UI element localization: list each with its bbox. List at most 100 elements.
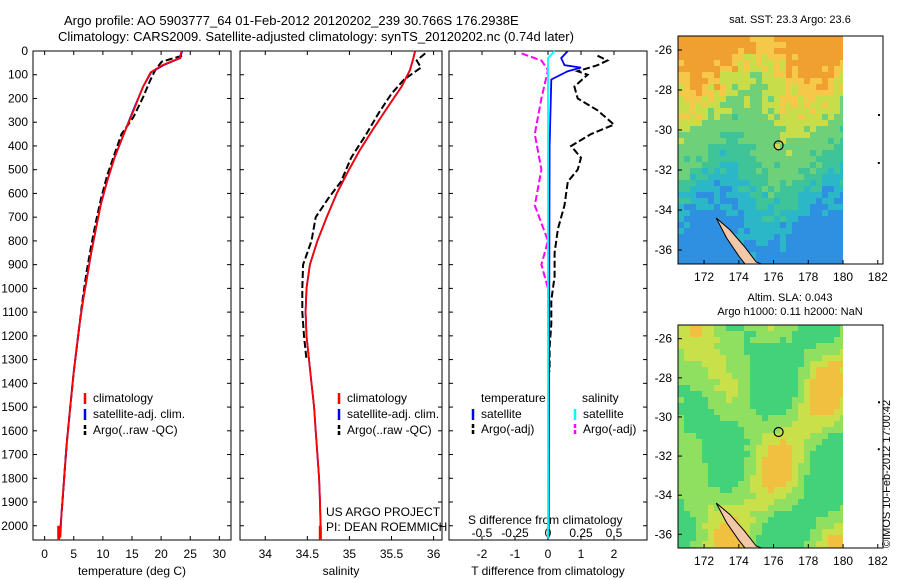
- map-cell: [840, 132, 844, 139]
- map-cell: [690, 499, 697, 506]
- map-cell: [732, 150, 739, 157]
- map-cell: [684, 186, 691, 193]
- map-cell: [708, 541, 715, 548]
- map-cell: [822, 36, 829, 43]
- map-cell: [732, 114, 739, 121]
- map-cell: [774, 331, 781, 338]
- map-cell: [780, 258, 787, 264]
- map-cell: [786, 204, 793, 211]
- map-cell: [678, 427, 685, 434]
- map-cell: [744, 102, 751, 109]
- map-cell: [768, 102, 775, 109]
- map-cell: [684, 391, 691, 398]
- map-cell: [678, 529, 685, 536]
- map-cell: [816, 391, 823, 398]
- map-cell: [798, 499, 805, 506]
- map-cell: [786, 114, 793, 121]
- map-cell: [834, 138, 841, 145]
- map-cell: [708, 174, 715, 181]
- map-cell: [762, 228, 769, 235]
- map-cell: [816, 48, 823, 55]
- map-cell: [732, 102, 739, 109]
- map-cell: [840, 72, 844, 79]
- map-cell: [804, 379, 811, 386]
- map-cell: [792, 529, 799, 536]
- map-cell: [726, 210, 733, 217]
- map-cell: [702, 439, 709, 446]
- map-cell: [738, 541, 745, 548]
- map-cell: [744, 246, 751, 253]
- map-cell: [834, 192, 841, 199]
- map-cell: [804, 337, 811, 344]
- map-cell: [720, 150, 727, 157]
- map-cell: [702, 246, 709, 253]
- map-cell: [720, 361, 727, 368]
- map-cell: [684, 42, 691, 49]
- map-cell: [828, 451, 835, 458]
- map-cell: [816, 66, 823, 73]
- map-cell: [822, 487, 829, 494]
- map-cell: [702, 487, 709, 494]
- map-cell: [732, 493, 739, 500]
- map-cell: [732, 96, 739, 103]
- climatology-bottom-marker: [57, 525, 61, 540]
- map-cell: [768, 493, 775, 500]
- map-cell: [720, 505, 727, 512]
- map-cell: [720, 469, 727, 476]
- map-cell: [798, 355, 805, 362]
- map-cell: [768, 222, 775, 229]
- map-cell: [732, 54, 739, 61]
- map-cell: [804, 132, 811, 139]
- map-cell: [756, 427, 763, 434]
- map-cell: [738, 397, 745, 404]
- map-cell: [804, 487, 811, 494]
- map-cell: [810, 114, 817, 121]
- map-cell: [828, 120, 835, 127]
- map-cell: [708, 102, 715, 109]
- map-cell: [708, 385, 715, 392]
- map-cell: [768, 427, 775, 434]
- map-cell: [780, 487, 787, 494]
- map-cell: [834, 96, 841, 103]
- series-line-climatology: [304, 50, 416, 538]
- map-cell: [768, 126, 775, 133]
- map-cell: [804, 72, 811, 79]
- map-cell: [816, 126, 823, 133]
- map-cell: [768, 108, 775, 115]
- legend-label: climatology: [93, 391, 153, 405]
- map-cell: [696, 445, 703, 452]
- map-cell: [756, 138, 763, 145]
- map-cell: [774, 523, 781, 530]
- map-cell: [774, 439, 781, 446]
- map-cell: [828, 210, 835, 217]
- map-cell: [744, 355, 751, 362]
- map-cell: [840, 379, 844, 386]
- map-cell: [732, 373, 739, 380]
- map-cell: [684, 541, 691, 548]
- map-cell: [792, 397, 799, 404]
- map-cell: [780, 156, 787, 163]
- header-line-2: Climatology: CARS2009. Satellite-adjuste…: [58, 29, 574, 44]
- map-cell: [822, 240, 829, 247]
- map-cell: [738, 174, 745, 181]
- map-cell: [828, 96, 835, 103]
- map-cell: [762, 240, 769, 247]
- map-cell: [834, 42, 841, 49]
- map-cell: [696, 72, 703, 79]
- map-cell: [756, 252, 763, 259]
- map-cell: [780, 475, 787, 482]
- map-cell: [678, 150, 685, 157]
- map-cell: [678, 162, 685, 169]
- map-cell: [792, 373, 799, 380]
- map-cell: [792, 337, 799, 344]
- map-cell: [762, 234, 769, 241]
- map-cell: [768, 403, 775, 410]
- map-cell: [738, 499, 745, 506]
- map-cell: [744, 505, 751, 512]
- map-cell: [756, 541, 763, 548]
- map-cell: [756, 222, 763, 229]
- plot-frame-1: [239, 50, 443, 541]
- map-cell: [684, 150, 691, 157]
- map-cell: [684, 355, 691, 362]
- map-cell: [780, 421, 787, 428]
